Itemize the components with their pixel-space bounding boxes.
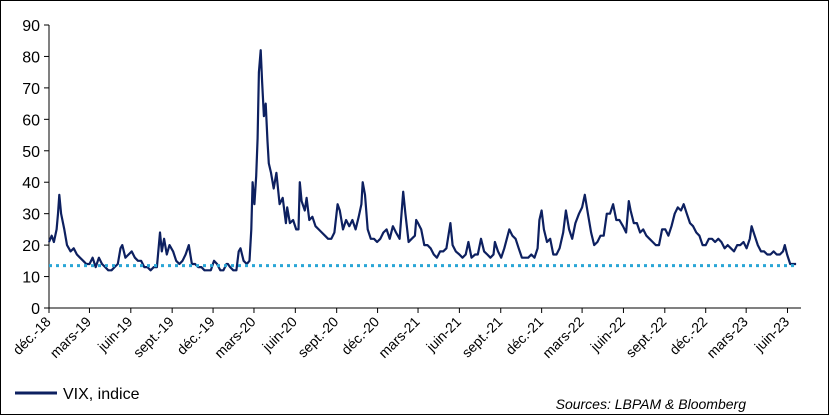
y-axis: 0 10 20 30 40 50 60 70 80 90: [22, 18, 50, 318]
y-tick-label: 90: [22, 18, 40, 35]
y-tick-label: 0: [31, 301, 40, 318]
x-tick-label: mars-22: [539, 313, 587, 361]
x-tick-label: sept.-19: [130, 313, 177, 360]
legend: VIX, indice: [15, 386, 140, 403]
y-tick-label: 10: [22, 270, 40, 287]
vix-series-line: [47, 49, 797, 272]
source-note: Sources: LBPAM & Bloomberg: [556, 396, 747, 412]
y-tick-label: 50: [22, 144, 40, 161]
x-tick-label: sept.-22: [622, 313, 669, 360]
x-tick-label: mars-23: [703, 313, 751, 361]
y-tick-label: 20: [22, 238, 40, 255]
x-tick-label: mars-19: [47, 313, 95, 361]
y-tick-label: 60: [22, 112, 40, 129]
x-tick-label: juin-23: [751, 313, 793, 355]
x-tick-label: sept.-21: [458, 313, 505, 360]
series-layer: [47, 49, 797, 272]
y-tick-label: 40: [22, 175, 40, 192]
y-tick-label: 80: [22, 49, 40, 66]
y-tick-label: 30: [22, 207, 40, 224]
legend-label: VIX, indice: [63, 386, 140, 403]
y-tick-label: 70: [22, 81, 40, 98]
x-tick-label: mars-20: [211, 313, 259, 361]
x-tick-label: sept.-20: [294, 313, 341, 360]
x-tick-label: mars-21: [375, 313, 423, 361]
